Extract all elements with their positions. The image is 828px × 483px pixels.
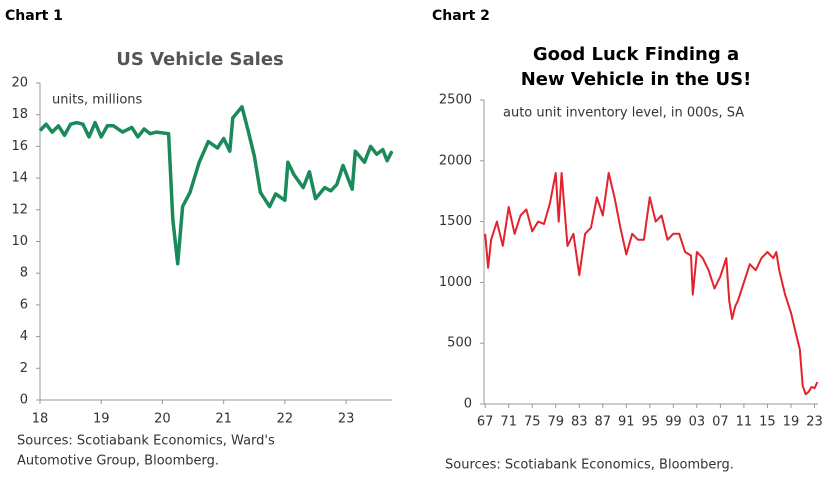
y-tick-label: 2000 (439, 153, 472, 168)
x-tick-label: 71 (500, 415, 517, 430)
x-tick-label: 19 (783, 415, 800, 430)
chart-label: Chart 1 (5, 8, 63, 24)
y-tick-label: 4 (20, 329, 28, 344)
y-tick-label: 500 (447, 336, 472, 351)
chart-label: Chart 2 (432, 8, 490, 24)
x-tick-label: 07 (712, 415, 729, 430)
x-tick-label: 22 (277, 412, 294, 427)
x-tick-label: 18 (32, 412, 49, 427)
y-tick-label: 10 (11, 234, 28, 249)
y-tick-label: 14 (11, 171, 28, 186)
chart-title: New Vehicle in the US! (521, 69, 752, 90)
y-tick-label: 1500 (439, 214, 472, 229)
y-tick-label: 1000 (439, 275, 472, 290)
x-tick-label: 79 (547, 415, 564, 430)
x-tick-label: 75 (524, 415, 541, 430)
y-tick-label: 0 (20, 393, 28, 408)
subtitle: units, millions (52, 93, 143, 108)
y-tick-label: 12 (11, 202, 28, 217)
y-tick-label: 2500 (439, 93, 472, 108)
source: Sources: Scotiabank Economics, Ward's (17, 434, 275, 449)
x-tick-label: 11 (736, 415, 753, 430)
x-tick-label: 23 (806, 415, 823, 430)
x-tick-label: 20 (154, 412, 171, 427)
x-tick-label: 83 (571, 415, 588, 430)
x-tick-label: 67 (477, 415, 494, 430)
x-tick-label: 87 (595, 415, 612, 430)
x-tick-label: 21 (215, 412, 232, 427)
chart-title: Good Luck Finding a (533, 44, 739, 65)
x-tick-label: 23 (338, 412, 355, 427)
x-tick-label: 95 (642, 415, 659, 430)
y-tick-label: 8 (20, 266, 28, 281)
subtitle: auto unit inventory level, in 000s, SA (503, 106, 744, 121)
data-line (484, 172, 819, 396)
source: Sources: Scotiabank Economics, Bloomberg… (445, 458, 734, 473)
y-tick-label: 20 (11, 76, 28, 91)
chart-title: US Vehicle Sales (116, 49, 284, 70)
x-tick-label: 19 (93, 412, 110, 427)
x-tick-label: 99 (665, 415, 682, 430)
data-line (38, 105, 394, 266)
x-tick-label: 15 (759, 415, 776, 430)
y-tick-label: 0 (464, 397, 472, 412)
x-tick-label: 03 (689, 415, 706, 430)
y-tick-label: 2 (20, 361, 28, 376)
source: Automotive Group, Bloomberg. (17, 454, 219, 469)
x-tick-label: 91 (618, 415, 635, 430)
y-tick-label: 16 (11, 139, 28, 154)
y-tick-label: 6 (20, 297, 28, 312)
y-tick-label: 18 (11, 107, 28, 122)
